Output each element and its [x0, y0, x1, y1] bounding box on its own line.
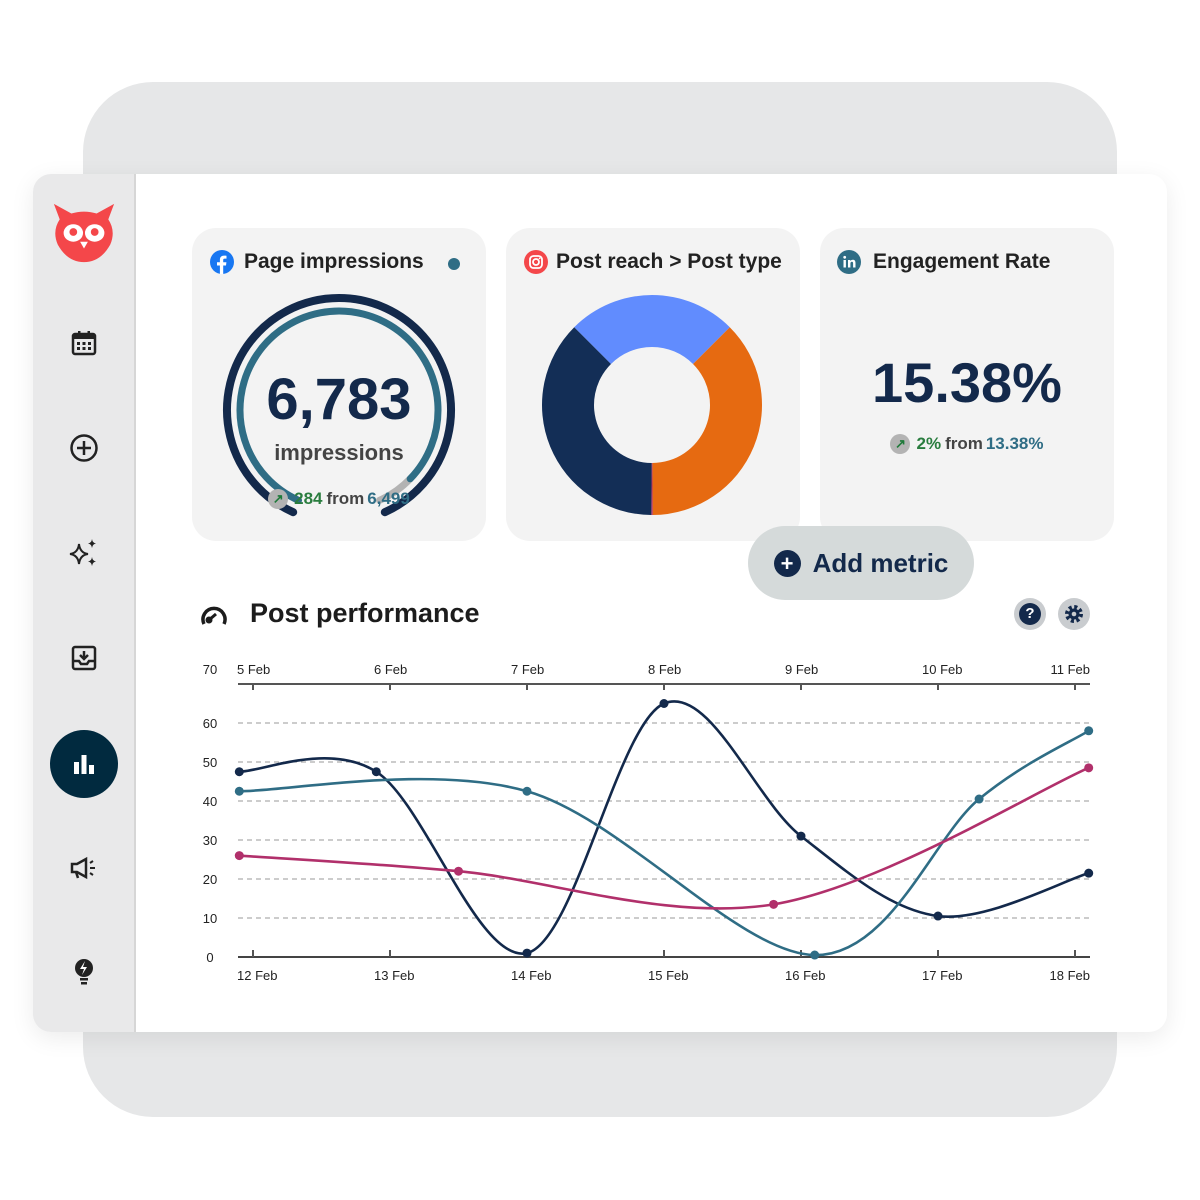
y-tick-label: 40 — [203, 794, 217, 809]
speedometer-icon — [201, 606, 227, 625]
analytics-icon[interactable] — [50, 730, 118, 798]
data-point — [659, 699, 669, 708]
add-circle-icon[interactable] — [50, 414, 118, 482]
add-metric-label: Add metric — [812, 547, 949, 578]
facebook-icon — [210, 250, 234, 274]
card-title: Page impressions — [244, 250, 424, 273]
previous-value: 6,499 — [367, 489, 410, 508]
x-bottom-tick-label: 13 Feb — [374, 968, 414, 983]
data-point — [522, 786, 532, 796]
impressions-value: 6,783 — [266, 367, 412, 432]
add-metric-button[interactable]: + Add metric — [748, 526, 974, 600]
x-bottom-tick-label: 14 Feb — [511, 968, 551, 983]
settings-button[interactable] — [1058, 598, 1090, 630]
x-top-tick-label: 10 Feb — [922, 662, 962, 677]
arrow-up-right-icon: ↗ — [268, 489, 289, 509]
x-bottom-tick-label: 15 Feb — [648, 968, 688, 983]
y-tick-label: 0 — [206, 950, 213, 965]
inbox-download-icon[interactable] — [50, 624, 118, 692]
x-top-tick-label: 7 Feb — [511, 662, 544, 677]
y-tick-label: 60 — [203, 716, 217, 731]
y-tick-label: 70 — [203, 662, 217, 677]
status-dot — [448, 258, 460, 270]
data-point — [1084, 868, 1094, 878]
lightbulb-icon[interactable] — [50, 938, 118, 1006]
calendar-icon[interactable] — [50, 309, 118, 377]
data-point — [371, 767, 381, 777]
data-point — [522, 948, 532, 958]
x-bottom-tick-label: 12 Feb — [237, 968, 277, 983]
y-tick-label: 20 — [203, 872, 217, 887]
engagement-rate-card[interactable]: Engagement Rate 15.38% ↗ 2% from 13.38% — [820, 228, 1114, 541]
donut-slice — [574, 295, 730, 364]
gauge-fill-arc — [236, 307, 442, 504]
x-top-tick-label: 8 Feb — [648, 662, 681, 677]
instagram-icon — [524, 250, 548, 274]
data-point — [769, 899, 779, 909]
y-tick-label: 10 — [203, 911, 217, 926]
data-point — [234, 851, 244, 861]
series-line — [239, 700, 1090, 955]
card-title: Engagement Rate — [873, 250, 1051, 273]
impressions-gauge — [223, 294, 455, 517]
previous-value: 13.38% — [985, 434, 1044, 453]
post-reach-card[interactable]: Post reach > Post type — [506, 228, 800, 541]
post-performance-title: Post performance — [250, 598, 480, 628]
gauge-outer-arc — [223, 294, 455, 517]
data-point — [933, 911, 943, 921]
sparkles-icon[interactable] — [50, 519, 118, 587]
series-line — [239, 766, 1090, 910]
x-top-tick-label: 11 Feb — [1050, 662, 1090, 677]
delta-value: 284 — [294, 489, 323, 508]
x-top-tick-label: 9 Feb — [785, 662, 818, 677]
plus-icon: + — [773, 549, 801, 577]
x-bottom-tick-label: 18 Feb — [1050, 968, 1090, 983]
engagement-value: 15.38% — [872, 351, 1062, 414]
sidebar — [33, 174, 136, 1032]
data-point — [1084, 763, 1094, 773]
gear-icon — [1065, 605, 1083, 623]
linkedin-icon — [837, 250, 861, 274]
question-icon: ? — [1019, 603, 1041, 625]
donut-slice — [651, 462, 653, 515]
owl-logo[interactable] — [50, 198, 118, 266]
x-bottom-tick-label: 16 Feb — [785, 968, 825, 983]
data-point — [234, 786, 244, 796]
data-point — [974, 794, 984, 804]
megaphone-icon[interactable] — [50, 834, 118, 902]
data-point — [810, 950, 820, 960]
data-point — [454, 866, 463, 876]
card-title: Post reach > Post type — [556, 250, 782, 273]
series-line — [239, 729, 1090, 957]
data-point — [796, 831, 806, 841]
y-tick-label: 30 — [203, 833, 217, 848]
data-point — [1084, 726, 1094, 736]
donut-slice — [542, 327, 652, 515]
data-point — [234, 767, 244, 777]
impressions-unit: impressions — [274, 440, 404, 465]
x-top-tick-label: 6 Feb — [374, 662, 407, 677]
from-label: from — [326, 489, 365, 508]
y-tick-label: 50 — [203, 755, 217, 770]
delta-value: 2% — [916, 434, 942, 453]
help-button[interactable]: ? — [1014, 598, 1046, 630]
x-bottom-tick-label: 17 Feb — [922, 968, 962, 983]
x-top-tick-label: 5 Feb — [237, 662, 270, 677]
donut-slice — [652, 327, 762, 515]
post-type-donut — [542, 295, 762, 515]
from-label: from — [945, 434, 983, 453]
page-impressions-card[interactable]: Page impressions 6,783 impressions ↗ 284 f… — [192, 228, 486, 541]
arrow-up-right-icon: ↗ — [890, 434, 911, 454]
post-performance-chart: 0 10 20 30 40 50 60 70 5 Feb 6 Feb 7 Feb 8 Feb 9 Feb… — [203, 662, 1094, 983]
